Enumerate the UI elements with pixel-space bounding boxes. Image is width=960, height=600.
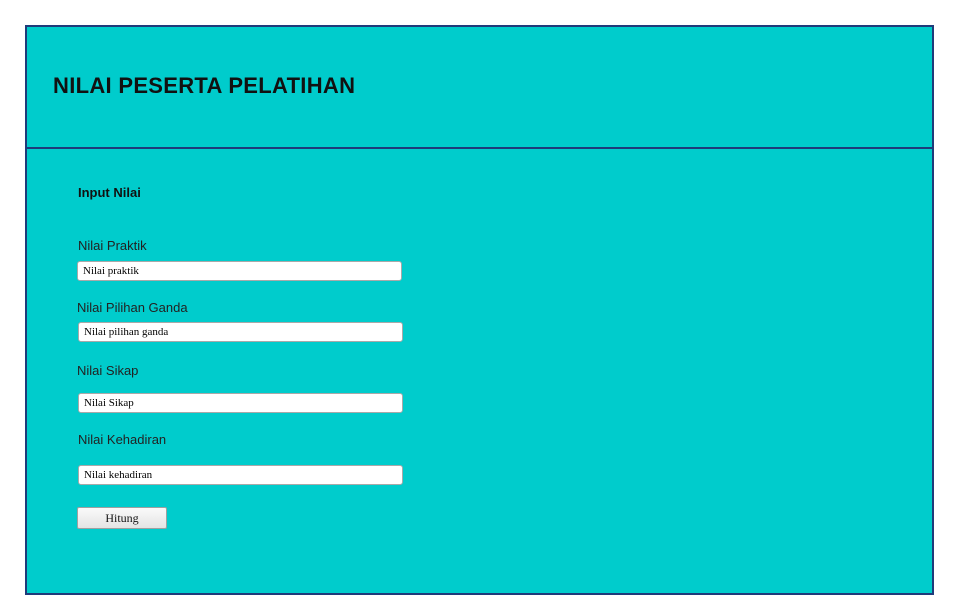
nilai-pilihan-ganda-input[interactable]	[78, 322, 403, 342]
page-header: NILAI PESERTA PELATIHAN	[27, 27, 932, 149]
nilai-praktik-label: Nilai Praktik	[78, 238, 147, 253]
section-title: Input Nilai	[78, 185, 141, 200]
nilai-kehadiran-label: Nilai Kehadiran	[78, 432, 167, 447]
nilai-praktik-input[interactable]	[77, 261, 402, 281]
nilai-sikap-label: Nilai Sikap	[77, 363, 139, 378]
main-container: NILAI PESERTA PELATIHAN Input Nilai Nila…	[25, 25, 934, 595]
nilai-sikap-input[interactable]	[78, 393, 403, 413]
page-title: NILAI PESERTA PELATIHAN	[53, 73, 356, 98]
nilai-pilihan-ganda-label: Nilai Pilihan Ganda	[77, 300, 188, 315]
nilai-kehadiran-input[interactable]	[78, 465, 403, 485]
hitung-button[interactable]: Hitung	[77, 507, 167, 529]
